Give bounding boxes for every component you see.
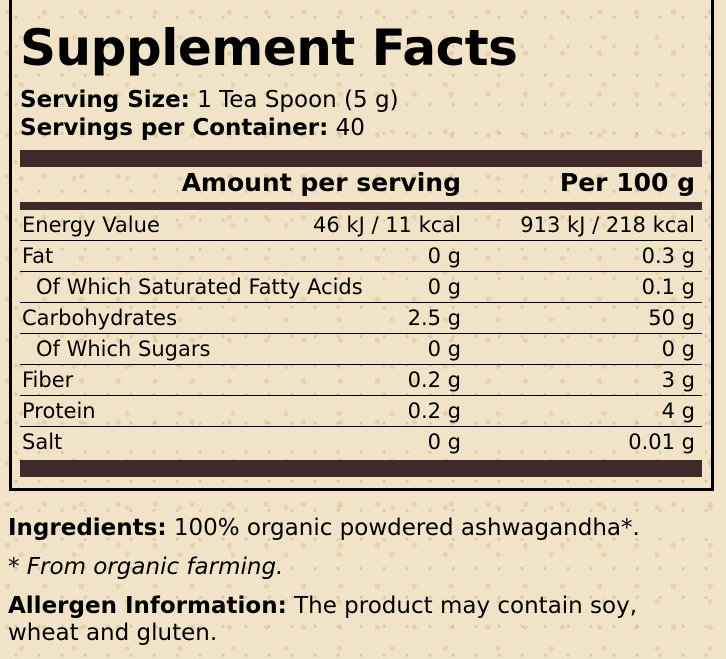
servings-label: Servings per Container: [20, 115, 329, 141]
servings-value: 40 [335, 115, 365, 141]
amount-per-100g: 0.1 g [641, 275, 695, 299]
divider-bar [20, 202, 702, 210]
amount-per-100g: 50 g [648, 306, 695, 330]
allergen-info: Allergen Information: The product may co… [8, 592, 637, 620]
amount-per-serving: 0 g [427, 430, 461, 454]
nutrient-name: Of Which Sugars [36, 337, 211, 361]
amount-per-100g: 0.3 g [641, 244, 695, 268]
divider-bar [20, 150, 702, 167]
allergen-value: The product may contain soy, [294, 593, 638, 619]
amount-per-100g: 0.01 g [628, 430, 695, 454]
header-per-serving: Amount per serving [181, 168, 461, 197]
header-per-100g: Per 100 g [559, 168, 695, 197]
allergen-info-cont: wheat and gluten. [8, 620, 218, 646]
serving-size: Serving Size: 1 Tea Spoon (5 g) [20, 86, 399, 114]
nutrient-name: Fiber [22, 368, 74, 392]
amount-per-serving: 46 kJ / 11 kcal [313, 213, 461, 237]
allergen-label: Allergen Information: [8, 593, 287, 619]
panel-title: Supplement Facts [20, 19, 518, 77]
serving-size-label: Serving Size: [20, 87, 190, 113]
nutrient-name: Of Which Saturated Fatty Acids [36, 275, 363, 299]
nutrient-name: Energy Value [22, 213, 160, 237]
nutrient-row: Salt 0 g 0.01 g [20, 427, 702, 458]
nutrient-row: Protein 0.2 g 4 g [20, 396, 702, 427]
amount-per-100g: 0 g [661, 337, 695, 361]
amount-per-serving: 0 g [427, 244, 461, 268]
ingredients-value: 100% organic powdered ashwagandha*. [173, 515, 640, 541]
servings-per-container: Servings per Container: 40 [20, 114, 365, 142]
nutrient-row: Of Which Saturated Fatty Acids 0 g 0.1 g [20, 272, 702, 303]
divider-bar [20, 460, 702, 477]
amount-per-serving: 2.5 g [407, 306, 461, 330]
nutrient-name: Salt [22, 430, 63, 454]
amount-per-100g: 913 kJ / 218 kcal [520, 213, 695, 237]
nutrient-row: Energy Value 46 kJ / 11 kcal 913 kJ / 218 … [20, 210, 702, 241]
supplement-facts-panel [9, 0, 714, 491]
ingredients-label: Ingredients: [8, 515, 167, 541]
amount-per-100g: 3 g [661, 368, 695, 392]
nutrient-name: Carbohydrates [22, 306, 178, 330]
nutrient-row: Of Which Sugars 0 g 0 g [20, 334, 702, 365]
nutrient-name: Protein [22, 399, 96, 423]
amount-per-100g: 4 g [661, 399, 695, 423]
ingredients: Ingredients: 100% organic powdered ashwa… [8, 514, 640, 542]
nutrient-row: Fat 0 g 0.3 g [20, 241, 702, 272]
footnote: * From organic farming. [8, 554, 284, 580]
nutrient-row: Fiber 0.2 g 3 g [20, 365, 702, 396]
amount-per-serving: 0.2 g [407, 399, 461, 423]
nutrient-row: Carbohydrates 2.5 g 50 g [20, 303, 702, 334]
amount-per-serving: 0 g [427, 275, 461, 299]
serving-size-value: 1 Tea Spoon (5 g) [197, 87, 399, 113]
amount-per-serving: 0 g [427, 337, 461, 361]
amount-per-serving: 0.2 g [407, 368, 461, 392]
nutrient-name: Fat [22, 244, 54, 268]
